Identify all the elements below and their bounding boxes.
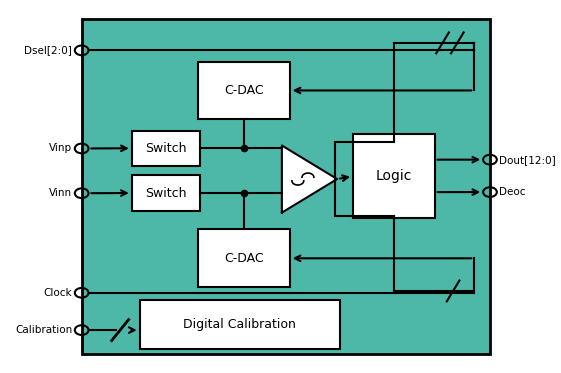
Text: Logic: Logic — [376, 169, 412, 183]
Bar — [132, 175, 200, 211]
Text: Calibration: Calibration — [15, 325, 72, 335]
Bar — [353, 134, 435, 218]
Text: Digital Calibration: Digital Calibration — [183, 318, 296, 331]
Text: Deoc: Deoc — [499, 187, 526, 197]
Text: Switch: Switch — [145, 142, 187, 155]
Bar — [197, 229, 290, 287]
Text: Vinn: Vinn — [49, 188, 72, 198]
Text: Vinp: Vinp — [49, 144, 72, 153]
Text: Dout[12:0]: Dout[12:0] — [499, 155, 556, 164]
Bar — [132, 131, 200, 166]
Text: Clock: Clock — [44, 288, 72, 298]
Text: Dsel[2:0]: Dsel[2:0] — [24, 46, 72, 55]
Text: Switch: Switch — [145, 186, 187, 200]
Text: C-DAC: C-DAC — [224, 252, 264, 265]
Bar — [140, 300, 340, 349]
Polygon shape — [282, 145, 337, 213]
Bar — [197, 62, 290, 119]
Bar — [82, 19, 490, 354]
Text: C-DAC: C-DAC — [224, 84, 264, 97]
